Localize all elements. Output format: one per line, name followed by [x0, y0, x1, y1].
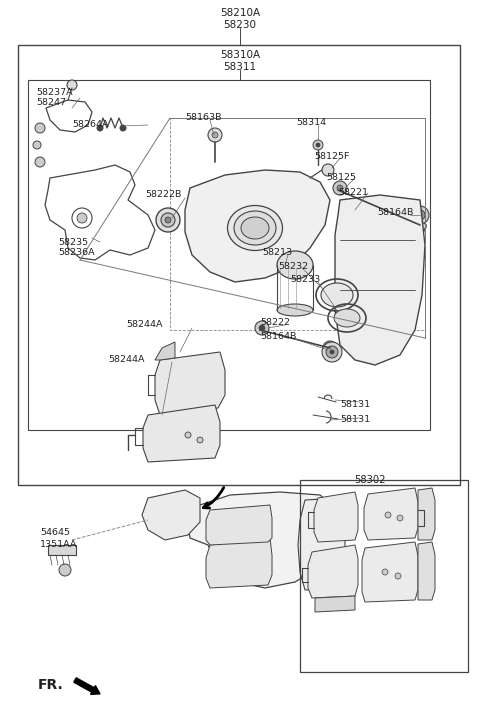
- Bar: [300, 480, 468, 672]
- Circle shape: [165, 217, 171, 223]
- Circle shape: [120, 125, 126, 131]
- Circle shape: [185, 432, 191, 438]
- Text: 58233: 58233: [290, 275, 320, 284]
- Polygon shape: [314, 492, 358, 542]
- Circle shape: [161, 213, 175, 227]
- Ellipse shape: [277, 251, 313, 279]
- Text: 58314: 58314: [296, 118, 326, 127]
- Circle shape: [313, 140, 323, 150]
- Bar: [48, 545, 76, 555]
- Text: 58237A: 58237A: [36, 88, 72, 97]
- Text: FR.: FR.: [38, 678, 64, 692]
- Circle shape: [418, 213, 422, 217]
- Ellipse shape: [234, 211, 276, 245]
- Polygon shape: [362, 542, 418, 602]
- Text: 58310A: 58310A: [220, 50, 260, 60]
- Ellipse shape: [241, 217, 269, 239]
- Circle shape: [415, 210, 425, 220]
- Text: 58213: 58213: [262, 248, 292, 257]
- Circle shape: [33, 141, 41, 149]
- Text: 58164B: 58164B: [377, 208, 413, 217]
- Ellipse shape: [277, 304, 313, 316]
- Circle shape: [208, 128, 222, 142]
- Text: 58244A: 58244A: [126, 320, 163, 329]
- Polygon shape: [418, 488, 435, 540]
- Text: 58222B: 58222B: [145, 190, 181, 199]
- Circle shape: [385, 512, 391, 518]
- Text: 58236A: 58236A: [58, 248, 95, 257]
- Polygon shape: [185, 170, 330, 282]
- Circle shape: [67, 80, 77, 90]
- Circle shape: [322, 164, 334, 176]
- Bar: [28, 80, 430, 430]
- Text: 58210A: 58210A: [220, 8, 260, 18]
- Polygon shape: [155, 342, 175, 360]
- Circle shape: [156, 208, 180, 232]
- Text: 58125F: 58125F: [314, 152, 349, 161]
- Text: 58163B: 58163B: [185, 113, 221, 122]
- Polygon shape: [418, 542, 435, 600]
- Circle shape: [323, 341, 337, 355]
- Polygon shape: [155, 352, 225, 415]
- Circle shape: [326, 346, 338, 358]
- Text: 58244A: 58244A: [108, 355, 144, 364]
- Text: 58230: 58230: [224, 20, 256, 30]
- Text: 58264A: 58264A: [72, 120, 108, 129]
- Polygon shape: [298, 498, 345, 590]
- Polygon shape: [335, 195, 425, 365]
- Polygon shape: [308, 545, 358, 598]
- Circle shape: [337, 185, 343, 191]
- Circle shape: [397, 515, 403, 521]
- FancyArrow shape: [74, 678, 100, 694]
- Circle shape: [59, 564, 71, 576]
- Text: 54645: 54645: [40, 528, 70, 537]
- Text: 58232: 58232: [278, 262, 308, 271]
- Text: 58164B: 58164B: [260, 332, 296, 341]
- Text: 58221: 58221: [338, 188, 368, 197]
- Polygon shape: [364, 488, 418, 540]
- Circle shape: [35, 157, 45, 167]
- Text: 58131: 58131: [340, 415, 370, 424]
- Text: 58235: 58235: [58, 238, 88, 247]
- Circle shape: [97, 125, 103, 131]
- Ellipse shape: [321, 283, 353, 307]
- Polygon shape: [206, 505, 272, 545]
- Polygon shape: [315, 596, 355, 612]
- Ellipse shape: [334, 309, 360, 327]
- Polygon shape: [143, 405, 220, 462]
- Circle shape: [255, 321, 269, 335]
- Text: 58125: 58125: [326, 173, 356, 182]
- Circle shape: [35, 123, 45, 133]
- Circle shape: [212, 132, 218, 138]
- Text: 58222: 58222: [260, 318, 290, 327]
- Circle shape: [410, 218, 426, 234]
- Circle shape: [197, 437, 203, 443]
- Circle shape: [316, 143, 320, 147]
- Polygon shape: [185, 492, 338, 588]
- Text: 58302: 58302: [354, 475, 386, 485]
- Circle shape: [395, 573, 401, 579]
- Text: 58131: 58131: [340, 400, 370, 409]
- Circle shape: [382, 569, 388, 575]
- Text: 58311: 58311: [223, 62, 257, 72]
- Circle shape: [77, 213, 87, 223]
- Bar: [18, 45, 460, 485]
- Text: 58247: 58247: [36, 98, 66, 107]
- Text: 1351AA: 1351AA: [40, 540, 77, 549]
- Circle shape: [330, 350, 334, 354]
- Polygon shape: [206, 538, 272, 588]
- Polygon shape: [142, 490, 200, 540]
- Circle shape: [322, 342, 342, 362]
- Circle shape: [411, 206, 429, 224]
- Ellipse shape: [228, 206, 283, 250]
- Circle shape: [333, 181, 347, 195]
- Circle shape: [259, 325, 265, 331]
